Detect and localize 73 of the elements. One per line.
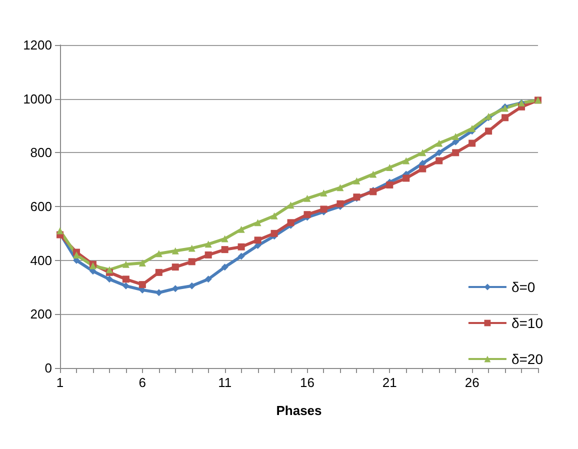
point: [56, 227, 64, 234]
point: [452, 149, 460, 156]
legend-label: δ=10: [511, 315, 544, 331]
point: [238, 243, 245, 250]
point: [287, 202, 294, 209]
point: [204, 251, 212, 258]
point: [138, 281, 146, 288]
x-tick-label: 1: [56, 375, 64, 390]
point: [485, 128, 492, 135]
point: [238, 226, 245, 233]
point: [254, 219, 262, 226]
point: [122, 276, 130, 283]
point: [138, 260, 146, 267]
point: [155, 268, 162, 276]
point: [172, 264, 179, 271]
point: [188, 244, 196, 252]
x-tick-label: 16: [300, 375, 314, 390]
x-tick-label: 11: [218, 375, 232, 390]
point: [122, 282, 130, 290]
point: [188, 258, 196, 266]
point: [436, 157, 443, 164]
point: [402, 157, 410, 164]
point: [436, 149, 443, 156]
y-tick-label: 1200: [23, 38, 52, 52]
point: [270, 212, 278, 220]
y-tick-label: 600: [30, 199, 52, 214]
point: [320, 206, 328, 213]
point: [402, 174, 410, 182]
point: [270, 230, 278, 237]
point: [419, 149, 426, 156]
point: [221, 235, 228, 242]
point: [336, 184, 344, 192]
x-tick-label: 26: [464, 375, 480, 390]
legend-label: δ=0: [511, 279, 536, 295]
point: [172, 247, 179, 254]
y-tick-label: 400: [30, 252, 52, 268]
point: [221, 246, 228, 254]
point: [370, 170, 377, 178]
point: [72, 251, 80, 258]
point: [204, 276, 212, 283]
point: [287, 219, 294, 226]
y-tick-label: 200: [30, 306, 52, 322]
point: [502, 114, 509, 122]
point: [468, 124, 476, 132]
y-tick-label: 0: [44, 360, 52, 376]
point: [238, 252, 245, 260]
point: [386, 181, 394, 188]
point: [353, 177, 360, 184]
point: [468, 140, 476, 147]
point: [106, 276, 113, 283]
point: [419, 165, 426, 172]
x-axis-title: Phases: [276, 403, 322, 418]
y-tick-label: 800: [30, 145, 52, 160]
point: [155, 250, 162, 258]
point: [106, 266, 113, 274]
point: [221, 264, 228, 271]
x-tick-label: 6: [138, 375, 146, 390]
point: [155, 289, 162, 296]
point: [122, 260, 130, 268]
point: [304, 211, 311, 218]
point: [254, 236, 262, 244]
legend-label: δ=20: [511, 351, 544, 367]
point: [304, 194, 311, 202]
point: [320, 190, 328, 197]
point: [336, 200, 344, 208]
point: [172, 285, 179, 292]
y-tick-label: 1000: [23, 91, 52, 106]
point: [452, 133, 460, 140]
point: [386, 164, 394, 171]
x-tick-label: 21: [382, 375, 397, 390]
point: [188, 282, 196, 290]
point: [204, 240, 212, 248]
point: [436, 140, 443, 147]
